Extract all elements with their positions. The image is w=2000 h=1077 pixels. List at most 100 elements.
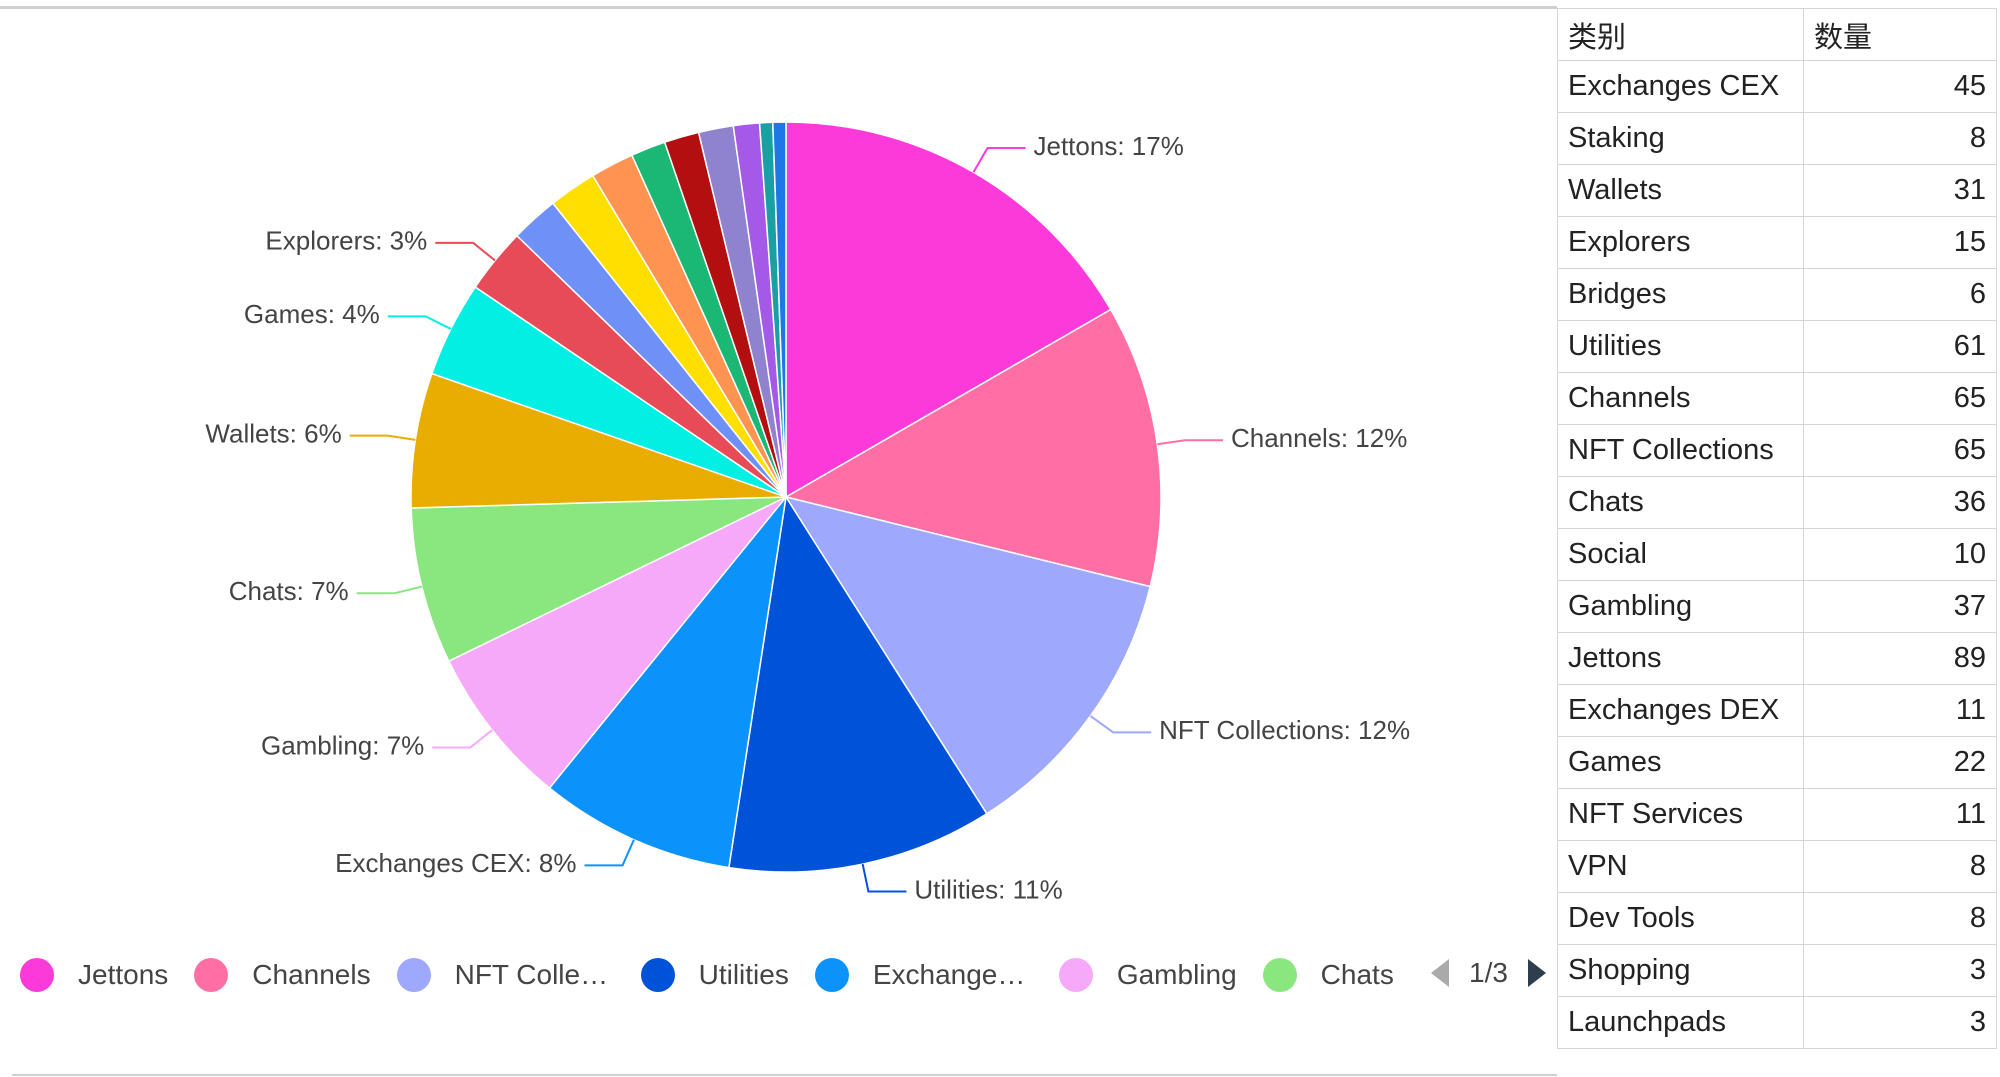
legend-marker: [1058, 958, 1093, 992]
pie-slice: [784, 308, 1162, 588]
leader-line: [387, 315, 452, 330]
data-label: Exchanges CEX: 8%: [335, 848, 576, 878]
category-cell: Bridges: [1557, 268, 1804, 321]
pie-slice: [784, 495, 1152, 815]
category-cell: Jettons: [1557, 632, 1804, 685]
legend-label: Utilities: [698, 959, 789, 990]
legend-item[interactable]: Chats: [1262, 958, 1394, 992]
count-cell: 61: [1803, 320, 1997, 373]
data-label: Chats: 7%: [229, 576, 349, 606]
legend-label: Chats: [1320, 959, 1394, 990]
top-border: [0, 6, 1557, 9]
table-row: Games 22: [1557, 736, 1997, 789]
header-row: 类别 数量: [1557, 8, 1997, 61]
legend-item[interactable]: Exchanges CEX: [814, 958, 1033, 992]
legend-item[interactable]: Utilities: [640, 958, 789, 992]
table-row: Staking 8: [1557, 112, 1997, 165]
count-cell: 15: [1803, 216, 1997, 269]
count-cell: 22: [1803, 736, 1997, 789]
data-label: Games: 4%: [244, 299, 380, 329]
legend-item[interactable]: NFT Collections: [396, 958, 615, 992]
table-row: Channels 65: [1557, 372, 1997, 425]
bottom-border: [12, 1074, 1557, 1076]
legend-label: NFT Collections: [454, 959, 615, 990]
pie-chart: Jettons: 17% Channels: 12% NFT Collections…: [205, 121, 1410, 904]
data-table: 类别 数量 Exchanges CEX 45 Staking 8 Wallets 31 Expl…: [1557, 8, 1997, 1049]
count-cell: 3: [1803, 996, 1997, 1049]
count-cell: 37: [1803, 580, 1997, 633]
count-cell: 8: [1803, 892, 1997, 945]
legend: Jettons Channels NFT Collections Utilities E…: [20, 950, 1410, 1000]
legend-marker: [396, 958, 431, 992]
table-row: NFT Services 11: [1557, 788, 1997, 841]
category-cell: Explorers: [1557, 216, 1804, 269]
legend-marker: [640, 958, 675, 992]
legend-label: Exchanges CEX: [872, 959, 1033, 990]
leader-line: [356, 585, 423, 595]
legend-label: Gambling: [1116, 959, 1237, 990]
count-cell: 8: [1803, 112, 1997, 165]
category-cell: Games: [1557, 736, 1804, 789]
count-cell: 31: [1803, 164, 1997, 217]
table-row: Utilities 61: [1557, 320, 1997, 373]
category-cell: NFT Services: [1557, 788, 1804, 841]
count-cell: 65: [1803, 424, 1997, 477]
pie-slice: [785, 121, 1112, 499]
count-cell: 6: [1803, 268, 1997, 321]
data-label: Explorers: 3%: [265, 226, 427, 256]
table-row: VPN 8: [1557, 840, 1997, 893]
pie-slice: [410, 372, 787, 509]
legend-item[interactable]: Jettons: [20, 958, 168, 992]
legend-marker: [814, 958, 849, 992]
data-label: Gambling: 7%: [261, 730, 424, 760]
legend-pager: 1/3: [1425, 955, 1552, 991]
data-label: NFT Collections: 12%: [1159, 715, 1410, 745]
category-cell: Launchpads: [1557, 996, 1804, 1049]
category-cell: Channels: [1557, 372, 1804, 425]
category-cell: Exchanges DEX: [1557, 684, 1804, 737]
legend-marker: [20, 958, 54, 992]
leader-line: [861, 863, 907, 893]
leader-line: [972, 146, 1026, 173]
table-row: Exchanges DEX 11: [1557, 684, 1997, 737]
table-row: Explorers 15: [1557, 216, 1997, 269]
leader-line: [349, 434, 416, 441]
category-cell: Utilities: [1557, 320, 1804, 373]
page-indicator: 1/3: [1469, 957, 1508, 988]
table-row: Chats 36: [1557, 476, 1997, 529]
table-row: Dev Tools 8: [1557, 892, 1997, 945]
data-label: Utilities: 11%: [914, 874, 1062, 904]
leader-line: [432, 729, 493, 749]
table-row: Shopping 3: [1557, 944, 1997, 997]
leader-line: [1089, 715, 1152, 734]
table-row: Bridges 6: [1557, 268, 1997, 321]
category-cell: Staking: [1557, 112, 1804, 165]
leader-line: [584, 839, 635, 867]
legend-marker: [194, 958, 229, 992]
table-row: Jettons 89: [1557, 632, 1997, 685]
leader-line: [1157, 439, 1223, 446]
legend-label: Jettons: [78, 959, 169, 990]
prev-page[interactable]: [1425, 955, 1455, 991]
category-cell: Exchanges CEX: [1557, 60, 1804, 113]
pie-slice: [548, 494, 788, 869]
next-page[interactable]: [1522, 955, 1552, 991]
data-label: Wallets: 6%: [205, 418, 341, 448]
category-cell: NFT Collections: [1557, 424, 1804, 477]
category-cell: Shopping: [1557, 944, 1804, 997]
header-cell: 类别: [1557, 8, 1804, 61]
legend-item[interactable]: Channels: [194, 958, 371, 992]
count-cell: 45: [1803, 60, 1997, 113]
count-cell: 65: [1803, 372, 1997, 425]
pie-slice: [447, 496, 787, 790]
legend-marker: [1262, 958, 1297, 992]
data-label: Channels: 12%: [1231, 423, 1407, 453]
table-row: Gambling 37: [1557, 580, 1997, 633]
count-cell: 8: [1803, 840, 1997, 893]
legend-item[interactable]: Gambling: [1058, 958, 1237, 992]
table-row: Social 10: [1557, 528, 1997, 581]
category-cell: Chats: [1557, 476, 1804, 529]
category-cell: Dev Tools: [1557, 892, 1804, 945]
table-row: Wallets 31: [1557, 164, 1997, 217]
